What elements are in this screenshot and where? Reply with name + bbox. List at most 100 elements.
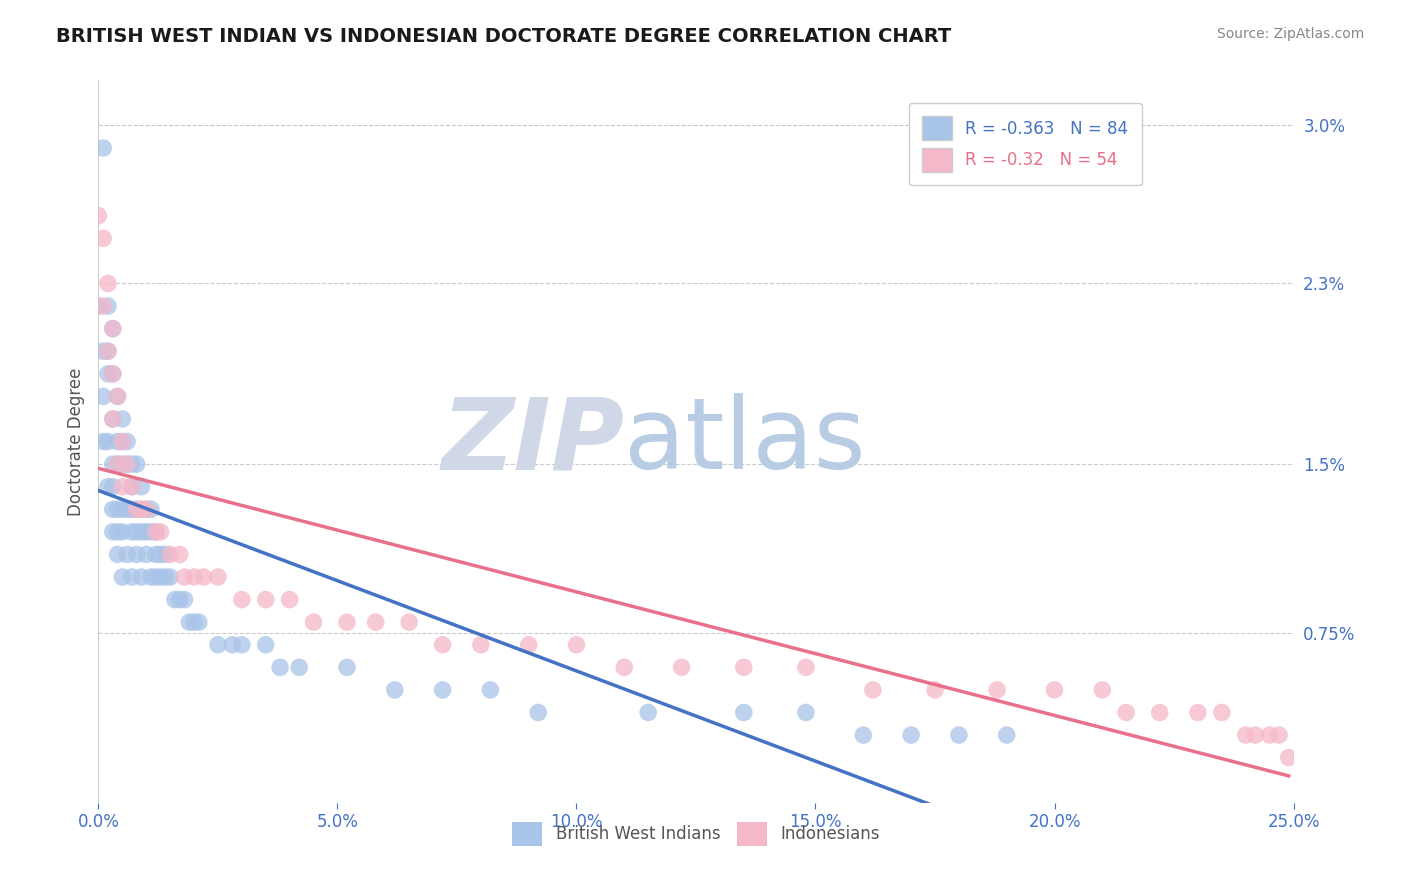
Point bbox=[862, 682, 884, 697]
Point bbox=[145, 548, 167, 562]
Point bbox=[1234, 728, 1257, 742]
Text: atlas: atlas bbox=[624, 393, 866, 490]
Point bbox=[1278, 750, 1301, 764]
Point bbox=[995, 728, 1018, 742]
Point bbox=[254, 638, 277, 652]
Point bbox=[163, 592, 186, 607]
Point bbox=[159, 570, 181, 584]
Point bbox=[121, 457, 143, 471]
Point bbox=[1091, 682, 1114, 697]
Point bbox=[101, 480, 124, 494]
Point bbox=[173, 570, 195, 584]
Point bbox=[97, 480, 120, 494]
Point bbox=[169, 592, 191, 607]
Point bbox=[115, 502, 138, 516]
Point bbox=[111, 524, 134, 539]
Point bbox=[121, 570, 143, 584]
Point bbox=[97, 344, 120, 359]
Point bbox=[479, 682, 502, 697]
Point bbox=[121, 480, 143, 494]
Point bbox=[115, 548, 138, 562]
Point bbox=[101, 321, 124, 335]
Point bbox=[91, 299, 114, 313]
Point bbox=[432, 638, 454, 652]
Y-axis label: Doctorate Degree: Doctorate Degree bbox=[66, 368, 84, 516]
Point bbox=[733, 660, 755, 674]
Point bbox=[87, 299, 110, 313]
Point bbox=[231, 592, 253, 607]
Point bbox=[91, 389, 114, 403]
Point bbox=[101, 367, 124, 381]
Point bbox=[101, 457, 124, 471]
Point bbox=[111, 570, 134, 584]
Point bbox=[1187, 706, 1209, 720]
Text: BRITISH WEST INDIAN VS INDONESIAN DOCTORATE DEGREE CORRELATION CHART: BRITISH WEST INDIAN VS INDONESIAN DOCTOR… bbox=[56, 27, 952, 45]
Point bbox=[107, 502, 129, 516]
Point bbox=[101, 524, 124, 539]
Point bbox=[107, 389, 129, 403]
Point bbox=[97, 367, 120, 381]
Text: ZIP: ZIP bbox=[441, 393, 624, 490]
Point bbox=[278, 592, 301, 607]
Point bbox=[364, 615, 387, 630]
Point bbox=[733, 706, 755, 720]
Point bbox=[101, 367, 124, 381]
Point bbox=[135, 502, 157, 516]
Point bbox=[183, 570, 205, 584]
Point bbox=[336, 615, 359, 630]
Point bbox=[139, 502, 162, 516]
Point bbox=[565, 638, 588, 652]
Point bbox=[121, 480, 143, 494]
Point bbox=[221, 638, 243, 652]
Point bbox=[125, 457, 148, 471]
Point bbox=[852, 728, 875, 742]
Point bbox=[111, 502, 134, 516]
Point bbox=[1268, 728, 1291, 742]
Point bbox=[125, 548, 148, 562]
Legend: British West Indians, Indonesians: British West Indians, Indonesians bbox=[506, 815, 886, 852]
Point bbox=[336, 660, 359, 674]
Point bbox=[187, 615, 209, 630]
Point bbox=[637, 706, 659, 720]
Point bbox=[125, 502, 148, 516]
Point bbox=[125, 502, 148, 516]
Point bbox=[111, 434, 134, 449]
Point bbox=[155, 570, 177, 584]
Point bbox=[183, 615, 205, 630]
Point bbox=[97, 434, 120, 449]
Point bbox=[398, 615, 420, 630]
Point bbox=[97, 299, 120, 313]
Point bbox=[115, 457, 138, 471]
Point bbox=[107, 434, 129, 449]
Point bbox=[794, 660, 817, 674]
Point bbox=[131, 502, 153, 516]
Point bbox=[97, 277, 120, 291]
Point bbox=[269, 660, 291, 674]
Point bbox=[111, 412, 134, 426]
Point bbox=[517, 638, 540, 652]
Point bbox=[1211, 706, 1233, 720]
Point bbox=[101, 412, 124, 426]
Point bbox=[121, 502, 143, 516]
Point bbox=[231, 638, 253, 652]
Point bbox=[107, 389, 129, 403]
Point bbox=[1043, 682, 1066, 697]
Point bbox=[115, 434, 138, 449]
Point bbox=[1244, 728, 1267, 742]
Point bbox=[139, 570, 162, 584]
Text: Source: ZipAtlas.com: Source: ZipAtlas.com bbox=[1216, 27, 1364, 41]
Point bbox=[101, 321, 124, 335]
Point bbox=[1115, 706, 1137, 720]
Point bbox=[87, 209, 110, 223]
Point bbox=[288, 660, 311, 674]
Point bbox=[135, 524, 157, 539]
Point bbox=[948, 728, 970, 742]
Point bbox=[91, 344, 114, 359]
Point bbox=[91, 231, 114, 245]
Point bbox=[432, 682, 454, 697]
Point bbox=[900, 728, 922, 742]
Point bbox=[97, 344, 120, 359]
Point bbox=[107, 524, 129, 539]
Point bbox=[107, 457, 129, 471]
Point bbox=[121, 524, 143, 539]
